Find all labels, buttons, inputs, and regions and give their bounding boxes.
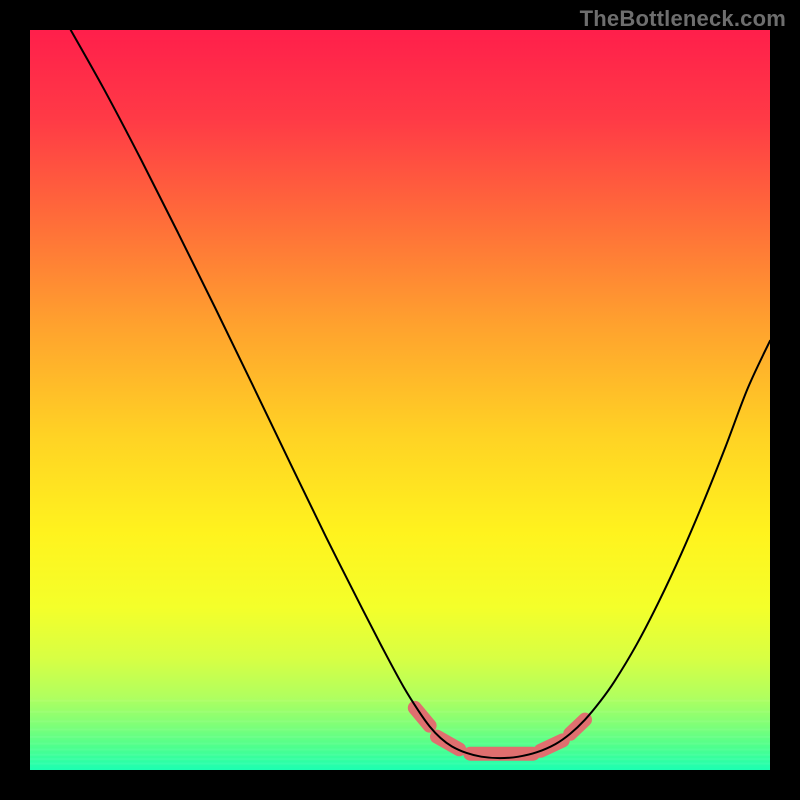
watermark-text: TheBottleneck.com xyxy=(580,6,786,32)
chart-background-gradient xyxy=(30,30,770,770)
chart-frame: TheBottleneck.com xyxy=(0,0,800,800)
bottleneck-chart xyxy=(0,0,800,800)
